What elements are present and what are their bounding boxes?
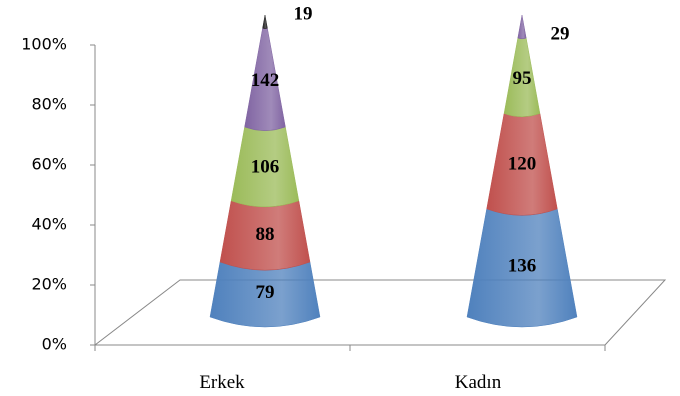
x-tick-label: Kadın xyxy=(455,372,502,393)
cone-segment xyxy=(262,14,268,29)
value-label: 29 xyxy=(551,23,570,44)
y-tick-label: 40% xyxy=(31,215,67,234)
cone-segment xyxy=(517,14,527,40)
floor xyxy=(93,279,667,346)
value-label: 136 xyxy=(508,255,537,276)
value-label: 106 xyxy=(251,156,280,177)
x-tick-label: Erkek xyxy=(199,372,245,393)
value-label: 88 xyxy=(256,224,275,245)
value-label: 120 xyxy=(508,154,537,175)
y-tick-label: 100% xyxy=(21,35,67,54)
y-tick-label: 0% xyxy=(42,335,67,354)
value-label: 142 xyxy=(251,70,280,91)
value-label: 19 xyxy=(294,3,313,24)
y-tick-label: 60% xyxy=(31,155,67,174)
y-tick-label: 80% xyxy=(31,95,67,114)
y-tick-label: 20% xyxy=(31,275,67,294)
value-label: 95 xyxy=(513,68,532,89)
value-label: 79 xyxy=(256,282,275,303)
